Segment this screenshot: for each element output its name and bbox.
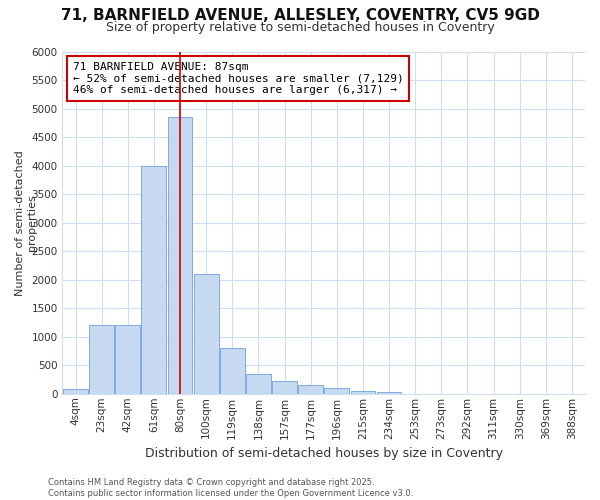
Bar [167, 117, 193, 394]
Bar [272, 381, 297, 394]
Text: 71, BARNFIELD AVENUE, ALLESLEY, COVENTRY, CV5 9GD: 71, BARNFIELD AVENUE, ALLESLEY, COVENTRY… [61, 8, 539, 22]
Bar [246, 374, 271, 394]
Bar [350, 391, 376, 394]
Bar [298, 385, 323, 394]
Y-axis label: Number of semi-detached
properties: Number of semi-detached properties [15, 150, 37, 296]
Bar [63, 390, 88, 394]
Text: Contains HM Land Registry data © Crown copyright and database right 2025.
Contai: Contains HM Land Registry data © Crown c… [48, 478, 413, 498]
Bar [325, 388, 349, 394]
Text: Size of property relative to semi-detached houses in Coventry: Size of property relative to semi-detach… [106, 21, 494, 34]
Text: 71 BARNFIELD AVENUE: 87sqm
← 52% of semi-detached houses are smaller (7,129)
46%: 71 BARNFIELD AVENUE: 87sqm ← 52% of semi… [73, 62, 404, 95]
Bar [377, 392, 401, 394]
Bar [194, 274, 218, 394]
Bar [115, 326, 140, 394]
Bar [142, 166, 166, 394]
X-axis label: Distribution of semi-detached houses by size in Coventry: Distribution of semi-detached houses by … [145, 447, 503, 460]
Bar [89, 326, 114, 394]
Bar [220, 348, 245, 394]
